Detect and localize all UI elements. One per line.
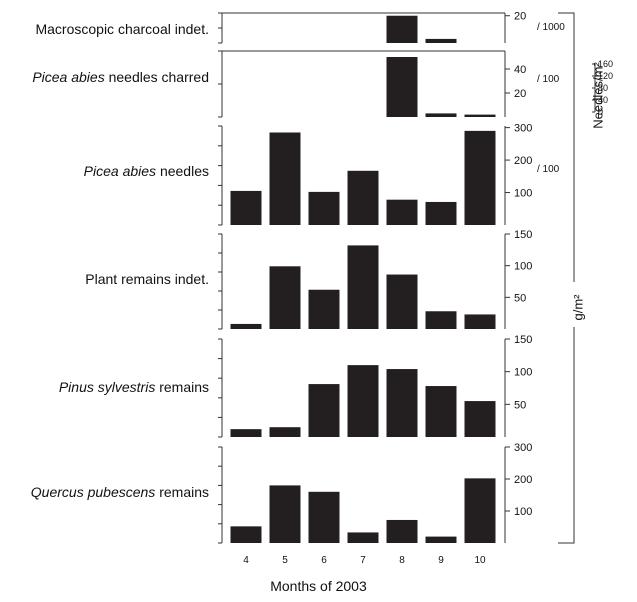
bar [308, 191, 340, 225]
needles-scale-label: 80 [598, 83, 608, 93]
scale-factor-label: / 100 [537, 74, 560, 85]
bar [347, 532, 379, 543]
panel-label: Quercus pubescens remains [31, 484, 209, 500]
panel-label-text: needles charred [104, 69, 209, 85]
mass-axis-label: g/m² [570, 294, 586, 321]
mass-bracket-top [558, 12, 575, 282]
panel-label-species: Picea abies [83, 163, 157, 179]
panel-label: Pinus sylvestris remains [59, 379, 209, 395]
bar [386, 57, 418, 117]
right-tick-label: 150 [514, 334, 532, 346]
bar [269, 485, 301, 543]
bar [386, 369, 418, 437]
mass-bracket-bottom [558, 327, 575, 544]
right-tick-label: 100 [514, 188, 532, 200]
needles-axis-label: Needles/m² [590, 62, 606, 129]
x-tick-label: 6 [321, 555, 327, 566]
bar [308, 491, 340, 543]
bar [230, 323, 262, 329]
x-axis-title: Months of 2003 [270, 578, 367, 594]
panel-label-species: Picea abies [32, 69, 105, 85]
bar [425, 201, 457, 225]
bar [386, 519, 418, 543]
bar [386, 274, 418, 329]
bar [230, 526, 262, 543]
right-tick-label: 300 [514, 442, 532, 454]
bar [386, 15, 418, 44]
right-tick-label: 200 [514, 474, 532, 486]
panel-label: Macroscopic charcoal indet. [35, 21, 209, 37]
panel-label: Picea abies needles charred [32, 69, 209, 85]
needles-scale-label: 160 [598, 59, 613, 69]
right-tick-label: 20 [514, 11, 526, 23]
x-tick-label: 10 [474, 555, 486, 566]
bar [464, 130, 496, 225]
right-tick-label: 20 [514, 88, 526, 100]
panel-label-text: Plant remains indet. [85, 271, 209, 287]
panel-label: Plant remains indet. [85, 271, 209, 287]
panel-label-species: Pinus sylvestris [58, 379, 156, 395]
bar [269, 266, 301, 329]
x-tick-label: 9 [438, 555, 444, 566]
bar [386, 199, 418, 225]
bar [269, 132, 301, 225]
panel-label: Picea abies needles [84, 163, 209, 179]
bar [347, 365, 379, 437]
bar [464, 401, 496, 437]
panel-label-species: Quercus pubescens [30, 484, 156, 500]
panel-label-text: needles [156, 163, 209, 179]
bar [230, 429, 262, 437]
needles-scale-label: 0 [598, 107, 603, 117]
bar [425, 113, 457, 117]
bar [425, 386, 457, 437]
x-tick-label: 4 [243, 555, 249, 566]
bar [230, 190, 262, 225]
panel-label-text: remains [155, 484, 209, 500]
bar [425, 311, 457, 329]
bar [347, 170, 379, 225]
right-tick-label: 150 [514, 229, 532, 241]
bar [425, 38, 457, 43]
right-tick-label: 40 [514, 64, 526, 76]
right-tick-label: 100 [514, 506, 532, 518]
needles-scale-label: 120 [598, 71, 613, 81]
bar [425, 536, 457, 543]
right-tick-label: 50 [514, 399, 526, 411]
bar [269, 427, 301, 437]
scale-factor-label: / 100 [537, 164, 560, 175]
bar [308, 384, 340, 437]
x-tick-label: 8 [399, 555, 405, 566]
panel-label-text: remains [155, 379, 209, 395]
right-tick-label: 50 [514, 292, 526, 304]
bar [308, 289, 340, 329]
right-tick-label: 100 [514, 261, 532, 273]
right-tick-label: 100 [514, 367, 532, 379]
bar [464, 314, 496, 329]
scale-factor-label: / 1000 [537, 22, 565, 33]
x-tick-label: 5 [282, 555, 288, 566]
right-tick-label: 200 [514, 155, 532, 167]
panel-label-text: Macroscopic charcoal indet. [35, 21, 209, 37]
x-tick-label: 7 [360, 555, 366, 566]
bar [464, 478, 496, 543]
bar [347, 245, 379, 329]
needles-scale-label: 40 [598, 95, 608, 105]
right-tick-label: 300 [514, 123, 532, 135]
bar [464, 114, 496, 117]
